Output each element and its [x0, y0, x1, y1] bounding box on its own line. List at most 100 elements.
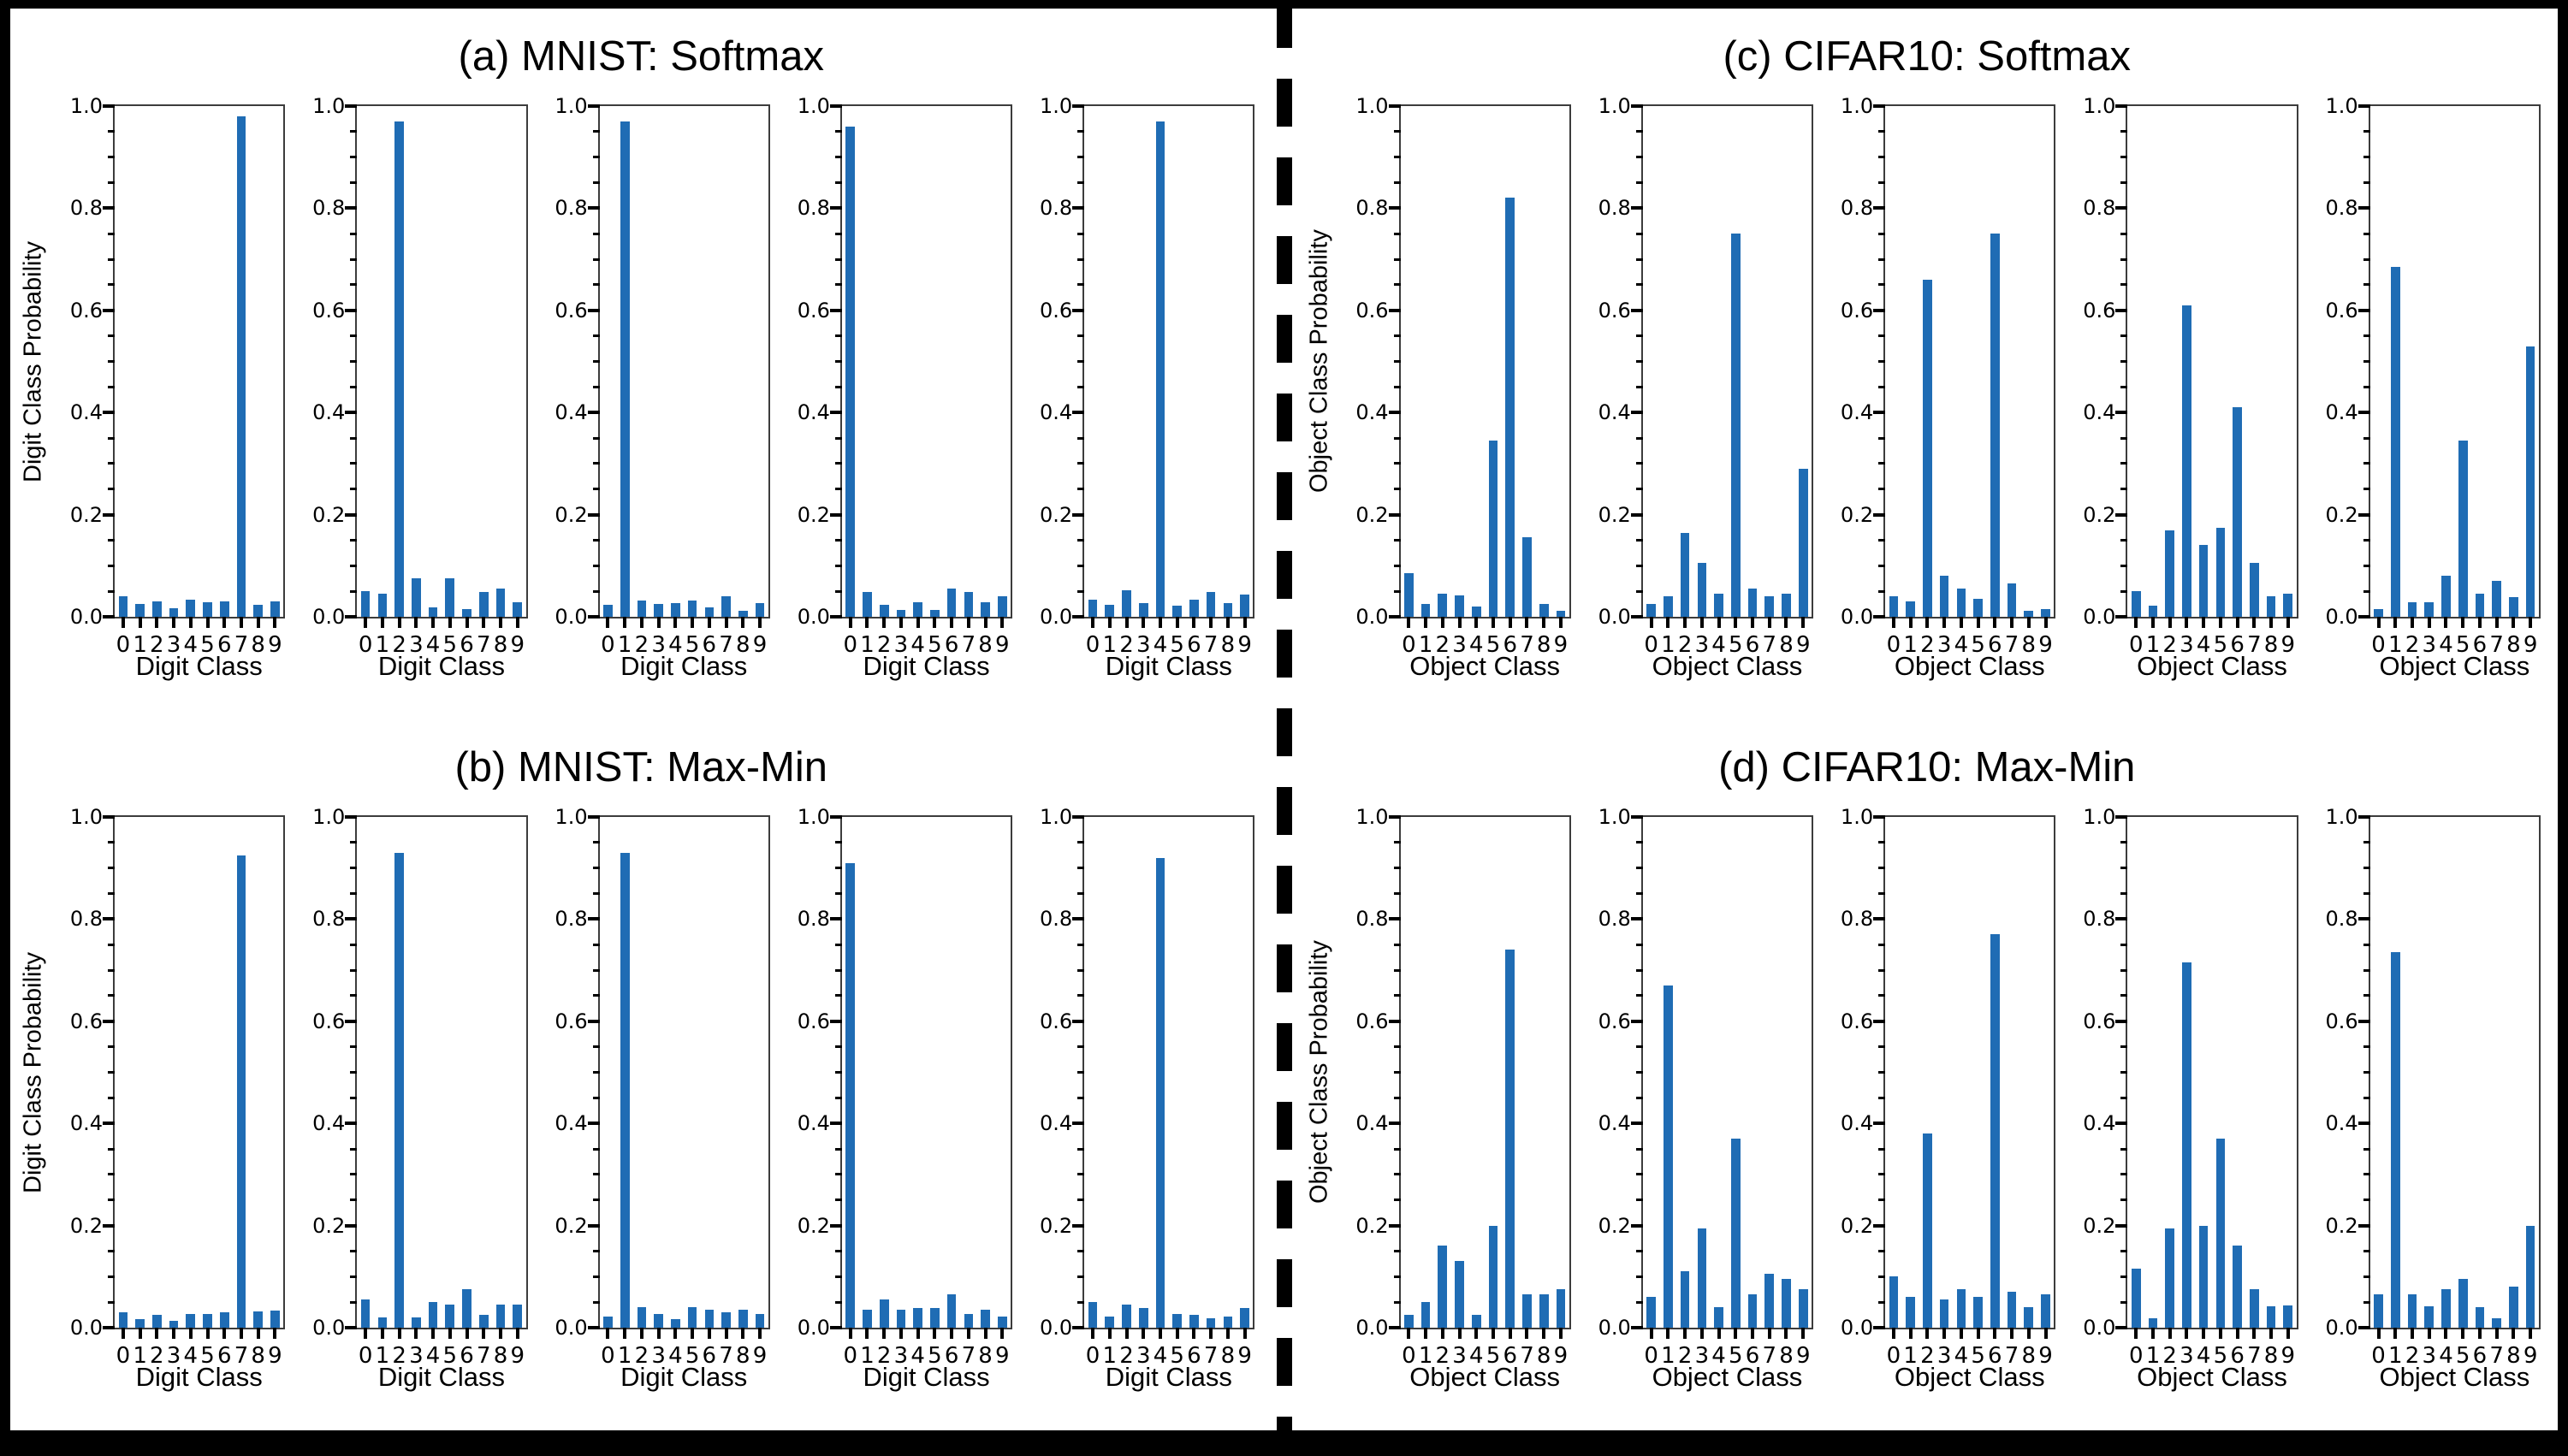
x-tick	[623, 1328, 627, 1339]
bar	[1471, 1315, 1481, 1328]
x-tick	[1209, 617, 1213, 628]
y-minor-tick	[108, 1147, 115, 1151]
x-tick	[2235, 617, 2239, 628]
x-tick	[2134, 1328, 2138, 1339]
bar	[135, 604, 145, 617]
y-minor-tick	[1077, 360, 1085, 363]
bar	[1714, 594, 1723, 617]
x-tick	[205, 617, 210, 628]
x-tick	[2461, 1328, 2465, 1339]
bar-chart: 0.0 0.2 0.4 0.6 0.8 1.0 0 1 2 3 4 5 6 7 8 9 Object Class	[2066, 95, 2308, 714]
x-tick	[482, 617, 486, 628]
y-minor-tick	[350, 1071, 358, 1074]
y-minor-tick	[834, 360, 842, 363]
bar	[412, 1317, 421, 1328]
x-tick-label: 0	[2128, 1343, 2144, 1369]
y-minor-tick	[1635, 589, 1643, 593]
x-tick	[983, 1328, 987, 1339]
bar-chart: 0.0 0.2 0.4 0.6 0.8 1.0 0 1 2 3 4 5 6 7 8 9 Object Class	[1339, 806, 1581, 1425]
bar	[2525, 1225, 2535, 1328]
y-tick-label: 0.2	[1840, 1213, 1874, 1238]
x-tick-label: 2	[150, 1343, 164, 1369]
x-tick-label: 6	[944, 632, 959, 658]
y-tick	[1072, 1122, 1085, 1126]
x-tick-label: 3	[409, 632, 424, 658]
y-tick-label: 0.6	[1840, 298, 1874, 323]
y-tick	[829, 308, 842, 312]
y-tick	[1630, 411, 1643, 415]
y-minor-tick	[2363, 968, 2370, 972]
x-tick	[916, 617, 920, 628]
x-tick	[1666, 1328, 1670, 1339]
y-minor-tick	[1393, 436, 1401, 440]
y-tick-label: 0.8	[1355, 907, 1389, 932]
x-tick-label: 3	[1694, 1343, 1710, 1369]
y-minor-tick	[592, 334, 600, 338]
y-tick	[2115, 1019, 2128, 1023]
y-minor-tick	[834, 385, 842, 388]
bar	[913, 602, 922, 617]
y-tick-label: 0.0	[1598, 1316, 1631, 1340]
y-tick-label: 1.0	[1355, 94, 1389, 118]
x-tick	[1767, 1328, 1771, 1339]
bar	[997, 1317, 1007, 1328]
x-tick-label: 4	[668, 1343, 683, 1369]
y-minor-tick	[834, 589, 842, 593]
y-minor-tick	[350, 130, 358, 133]
x-tick	[724, 617, 728, 628]
y-tick-label: 0.0	[69, 605, 103, 629]
bar	[2441, 576, 2451, 617]
x-tick-label: 6	[1503, 1343, 1518, 1369]
x-tick-label: 3	[166, 1343, 181, 1369]
y-minor-tick	[834, 1249, 842, 1252]
x-tick	[172, 1328, 176, 1339]
y-minor-tick	[592, 360, 600, 363]
plot-area: 0.0 0.2 0.4 0.6 0.8 1.0 0 1 2 3 4 5 6 7 8 9	[70, 806, 286, 1369]
y-minor-tick	[1878, 1071, 1886, 1074]
y-minor-tick	[1878, 334, 1886, 338]
y-tick-label: 0.6	[1840, 1009, 1874, 1033]
y-minor-tick	[1077, 867, 1085, 870]
y-minor-tick	[108, 1096, 115, 1099]
bar	[462, 1288, 471, 1328]
y-minor-tick	[2120, 232, 2128, 235]
y-minor-tick	[834, 232, 842, 235]
y-minor-tick	[1878, 1300, 1886, 1304]
y-minor-tick	[1635, 488, 1643, 491]
x-axis-label: Digit Class	[620, 651, 748, 681]
bar	[1122, 589, 1131, 617]
x-tick-label: 0	[1085, 632, 1100, 658]
x-tick-label: 2	[392, 1343, 406, 1369]
y-tick-label: 0.8	[797, 907, 830, 932]
x-tick	[138, 1328, 142, 1339]
y-minor-tick	[834, 968, 842, 972]
y-minor-tick	[1077, 538, 1085, 542]
y-minor-tick	[1635, 1275, 1643, 1278]
x-tick-label: 0	[2371, 632, 2386, 658]
bar	[1105, 605, 1115, 617]
bar-chart: 0.0 0.2 0.4 0.6 0.8 1.0 0 1 2 3 4 5 6 7 8 9 Object Class	[1581, 95, 1824, 714]
bar	[2024, 610, 2034, 617]
x-tick	[691, 1328, 695, 1339]
y-minor-tick	[1393, 892, 1401, 896]
x-tick	[899, 617, 903, 628]
x-tick	[188, 1328, 193, 1339]
x-tick-label: 5	[1729, 1343, 1743, 1369]
bar	[2131, 1269, 2141, 1328]
y-tick-label: 1.0	[2083, 94, 2116, 118]
x-tick	[1175, 1328, 1179, 1339]
y-tick-label: 0.0	[555, 605, 588, 629]
y-minor-tick	[592, 257, 600, 261]
bar	[1223, 603, 1233, 617]
x-tick	[2252, 617, 2257, 628]
y-tick	[1630, 917, 1643, 921]
y-minor-tick	[834, 538, 842, 542]
x-tick-label: 7	[2004, 1343, 2019, 1369]
y-minor-tick	[2120, 283, 2128, 287]
y-tick-label: 0.2	[555, 1213, 588, 1238]
y-minor-tick	[2120, 1045, 2128, 1049]
x-tick-label: 2	[1435, 1343, 1450, 1369]
y-tick	[1630, 512, 1643, 517]
y-minor-tick	[350, 1173, 358, 1176]
x-tick-label: 7	[719, 632, 733, 658]
